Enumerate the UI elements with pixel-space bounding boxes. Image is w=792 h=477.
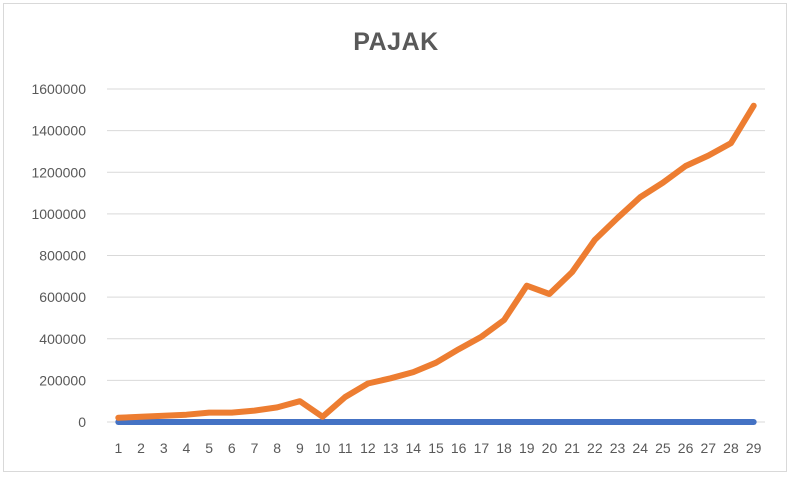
x-tick-label: 20 [542, 440, 558, 456]
x-tick-label: 6 [228, 440, 236, 456]
x-tick-label: 15 [428, 440, 444, 456]
y-tick-label: 600000 [39, 289, 86, 305]
x-tick-label: 19 [519, 440, 535, 456]
chart-title: PAJAK [353, 28, 439, 56]
chart-frame [3, 3, 787, 472]
x-tick-label: 27 [700, 440, 716, 456]
y-tick-label: 800000 [39, 248, 86, 264]
series-line-2 [115, 102, 757, 421]
series-lines [115, 102, 757, 425]
x-tick-label: 29 [746, 440, 762, 456]
x-tick-label: 10 [315, 440, 331, 456]
x-tick-label: 14 [406, 440, 422, 456]
x-tick-label: 17 [474, 440, 490, 456]
x-tick-label: 22 [587, 440, 603, 456]
y-tick-label: 1200000 [31, 164, 86, 180]
x-tick-label: 26 [678, 440, 694, 456]
x-tick-label: 8 [273, 440, 281, 456]
x-tick-label: 11 [338, 440, 353, 456]
y-tick-label: 0 [78, 414, 86, 430]
x-tick-label: 25 [655, 440, 671, 456]
x-tick-label: 13 [383, 440, 399, 456]
x-tick-label: 21 [564, 440, 580, 456]
y-tick-label: 1000000 [31, 206, 86, 222]
x-tick-label: 12 [360, 440, 376, 456]
y-tick-label: 400000 [39, 331, 86, 347]
gridlines [107, 88, 765, 423]
y-tick-label: 200000 [39, 372, 86, 388]
x-tick-label: 24 [632, 440, 648, 456]
x-tick-label: 2 [137, 440, 145, 456]
x-tick-label: 4 [183, 440, 191, 456]
x-tick-label: 1 [114, 440, 122, 456]
x-tick-label: 7 [251, 440, 259, 456]
x-tick-label: 5 [205, 440, 213, 456]
x-axis-ticks: 1 2 3 4 5 6 7 8 9 10 11 12 13 14 15 16 17 18 19 20 21 22 23 24 2… [114, 440, 761, 456]
x-tick-label: 3 [160, 440, 168, 456]
x-tick-label: 9 [296, 440, 304, 456]
y-tick-label: 1400000 [31, 123, 86, 139]
x-tick-label: 28 [723, 440, 739, 456]
y-tick-label: 1600000 [31, 81, 86, 97]
y-axis-ticks: 0 200000 400000 600000 800000 1000000 1200000 1… [31, 81, 86, 430]
x-tick-label: 23 [610, 440, 626, 456]
x-tick-label: 18 [496, 440, 512, 456]
x-tick-label: 16 [451, 440, 467, 456]
